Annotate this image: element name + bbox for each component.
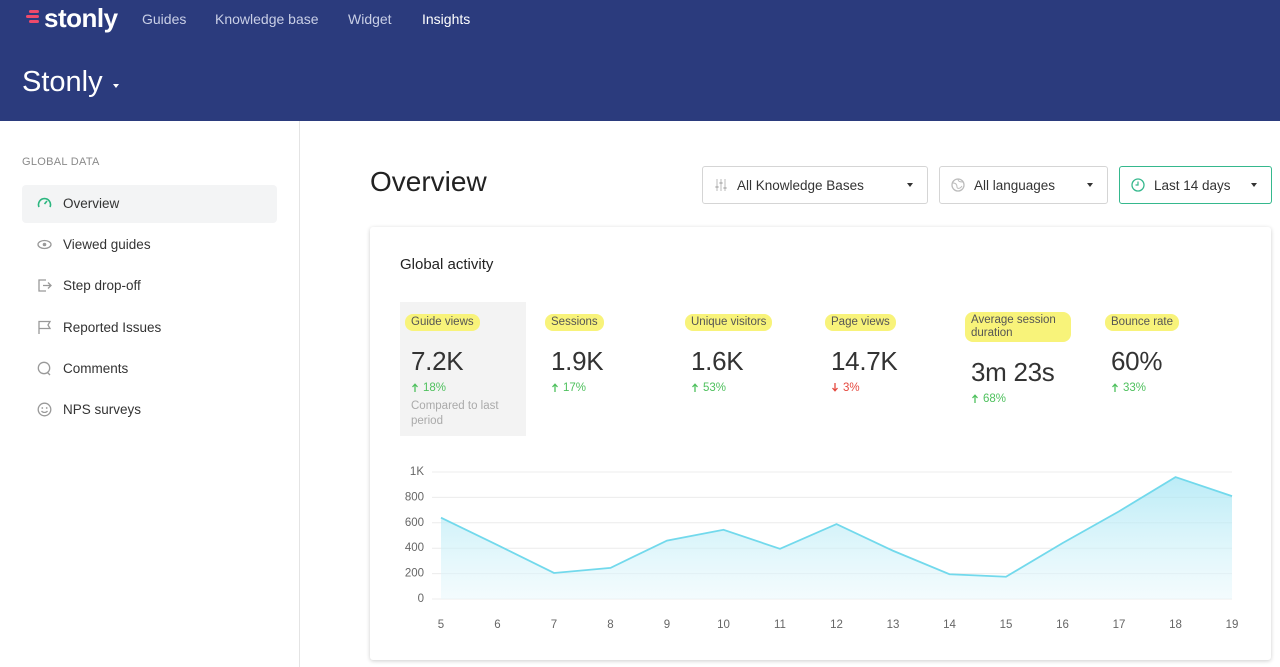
page-title: Overview bbox=[370, 166, 487, 197]
logo[interactable]: stonly bbox=[44, 3, 118, 33]
metric-change: 33% bbox=[1111, 382, 1226, 394]
logo-icon bbox=[26, 10, 39, 23]
change-arrow bbox=[552, 383, 558, 392]
change-arrow bbox=[972, 394, 978, 403]
metric-label: Page views bbox=[825, 314, 896, 331]
metric-value: 7.2K bbox=[411, 346, 464, 376]
arrow bbox=[412, 383, 418, 392]
sidebar-item[interactable]: NPS surveys bbox=[22, 391, 277, 429]
nav-link[interactable]: Guides bbox=[142, 11, 187, 27]
change-arrow bbox=[692, 383, 698, 392]
metric-value: 1.6K bbox=[691, 346, 744, 376]
metric-label: Average session duration bbox=[965, 312, 1071, 342]
filter-dropdown[interactable]: All languages bbox=[939, 166, 1108, 204]
metric-change: 17% bbox=[551, 382, 666, 394]
card bbox=[370, 227, 1271, 660]
metric-value: 60% bbox=[1111, 346, 1163, 376]
label: Overview bbox=[63, 196, 120, 211]
top-bar: stonly Guides Knowledge base Widget Insi… bbox=[0, 0, 1280, 121]
arrow bbox=[972, 394, 978, 403]
metric-note: Compared to last period bbox=[411, 400, 499, 427]
label: All languages bbox=[974, 178, 1056, 193]
caret bbox=[1251, 183, 1257, 187]
sidebar-item[interactable]: Comments bbox=[22, 350, 277, 388]
change-value: 33% bbox=[1123, 382, 1147, 394]
metric-label: Guide views bbox=[405, 314, 480, 331]
metric-value: 1.9K bbox=[551, 346, 604, 376]
label: NPS surveys bbox=[63, 402, 142, 417]
label: All Knowledge Bases bbox=[737, 178, 864, 193]
metric: Bounce rate 60% 33% bbox=[1100, 302, 1226, 436]
arrow bbox=[692, 383, 698, 392]
metric-value: 3m 23s bbox=[971, 357, 1055, 387]
label: Step drop-off bbox=[63, 278, 141, 293]
change-value: 18% bbox=[423, 382, 447, 394]
icon bbox=[38, 320, 52, 334]
sidebar bbox=[0, 121, 300, 667]
arrow bbox=[552, 383, 558, 392]
sidebar-item[interactable]: Step drop-off bbox=[22, 267, 277, 305]
change-arrow bbox=[832, 383, 838, 392]
arrow bbox=[1112, 383, 1118, 392]
change-arrow bbox=[1112, 383, 1118, 392]
metric: Unique visitors 1.6K 53% bbox=[680, 302, 806, 436]
metric-change: 18% bbox=[411, 382, 526, 394]
nav-link[interactable]: Widget bbox=[348, 11, 392, 27]
icon bbox=[37, 361, 51, 376]
metric-change: 3% bbox=[831, 382, 946, 394]
caret bbox=[907, 183, 913, 187]
label: Viewed guides bbox=[63, 237, 151, 252]
change-value: 68% bbox=[983, 393, 1007, 405]
metric-label: Unique visitors bbox=[685, 314, 773, 331]
metric-change: 68% bbox=[971, 393, 1086, 405]
icon bbox=[37, 197, 52, 208]
icon bbox=[715, 179, 727, 191]
sidebar-item[interactable]: Reported Issues bbox=[22, 309, 277, 347]
metric: Guide views 7.2K 18% Compared to last perio… bbox=[400, 302, 526, 436]
icon bbox=[951, 178, 965, 192]
metric: Average session duration 3m 23s 68% bbox=[960, 302, 1086, 436]
workspace-caret[interactable] bbox=[113, 84, 119, 88]
icon bbox=[37, 239, 52, 250]
label: Comments bbox=[63, 361, 129, 376]
change-value: 17% bbox=[563, 382, 587, 394]
metric-label: Bounce rate bbox=[1105, 314, 1180, 331]
sidebar-item[interactable]: Viewed guides bbox=[22, 226, 277, 264]
caret bbox=[1087, 183, 1093, 187]
workspace-title[interactable]: Stonly bbox=[22, 66, 103, 98]
icon bbox=[37, 402, 52, 417]
change-arrow bbox=[412, 383, 418, 392]
metric-value: 14.7K bbox=[831, 346, 898, 376]
sidebar-item[interactable]: Overview bbox=[22, 185, 277, 223]
metric-label: Sessions bbox=[545, 314, 604, 331]
filter-dropdown[interactable]: All Knowledge Bases bbox=[702, 166, 928, 204]
nav-link[interactable]: Insights bbox=[422, 11, 471, 27]
metric: Page views 14.7K 3% bbox=[820, 302, 946, 436]
change-value: 3% bbox=[843, 382, 860, 394]
metric: Sessions 1.9K 17% bbox=[540, 302, 666, 436]
icon bbox=[38, 279, 52, 292]
metric-change: 53% bbox=[691, 382, 806, 394]
arrow bbox=[832, 383, 838, 392]
label: Last 14 days bbox=[1154, 178, 1231, 193]
change-value: 53% bbox=[703, 382, 727, 394]
icon bbox=[1131, 178, 1145, 192]
nav-link[interactable]: Knowledge base bbox=[215, 11, 319, 27]
card-title: Global activity bbox=[400, 256, 494, 273]
sidebar-section: GLOBAL DATA bbox=[22, 156, 100, 168]
filter-dropdown[interactable]: Last 14 days bbox=[1119, 166, 1272, 204]
label: Reported Issues bbox=[63, 320, 162, 335]
